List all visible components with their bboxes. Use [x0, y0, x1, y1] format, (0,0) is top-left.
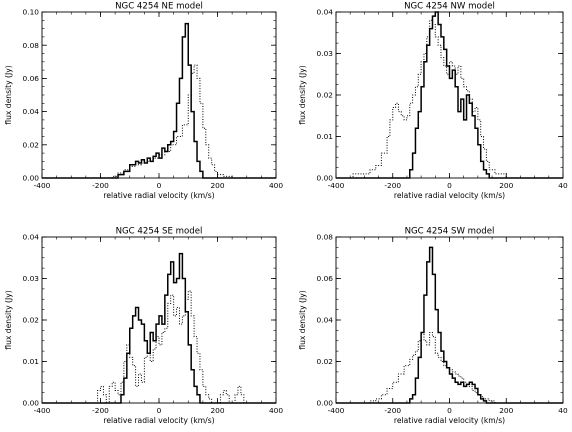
- x-tick-label: 0: [447, 406, 452, 415]
- x-tick-label: 0: [157, 181, 162, 190]
- dotted-series-line: [336, 19, 563, 179]
- x-tick-label: -200: [384, 181, 401, 190]
- chart-title: NGC 4254 NE model: [115, 2, 203, 12]
- y-tick-label: 0.08: [317, 233, 334, 242]
- y-tick-label: 0.06: [23, 74, 40, 83]
- solid-series-line: [336, 11, 563, 179]
- x-tick-label: -400: [34, 181, 51, 190]
- y-tick-label: 0.00: [317, 174, 334, 183]
- x-tick-label: 40: [558, 181, 568, 190]
- y-tick-label: 0.04: [317, 8, 334, 17]
- x-tick-label: 400: [269, 406, 283, 415]
- dotted-series-line: [42, 64, 276, 179]
- y-tick-label: 0.03: [317, 49, 334, 58]
- y-tick-label: 0.10: [23, 8, 40, 17]
- y-tick-label: 0.03: [23, 274, 40, 283]
- y-tick-label: 0.04: [317, 316, 334, 325]
- x-tick-label: -200: [384, 406, 401, 415]
- chart-panel-3: -400 -200 0 200 400 0.00 0.01 0.02 0.03 0.04 NGC 4…: [4, 227, 283, 426]
- chart-panel-2: -400 -200 0 200 40 0.00 0.01 0.02 0.03 0.04 NGC 42…: [298, 2, 568, 201]
- y-tick-label: 0.08: [23, 41, 40, 50]
- y-tick-label: 0.02: [317, 357, 333, 366]
- y-tick-label: 0.04: [23, 107, 40, 116]
- y-tick-label: 0.02: [23, 140, 39, 149]
- x-tick-label: -400: [328, 406, 345, 415]
- x-axis-label: relative radial velocity (km/s): [103, 416, 214, 425]
- x-tick-label: 200: [210, 406, 224, 415]
- plot-frame: [335, 11, 564, 179]
- y-tick-label: 0.06: [317, 274, 334, 283]
- y-axis-label: flux density (Jy): [4, 290, 13, 349]
- x-axis-label: relative radial velocity (km/s): [394, 191, 505, 200]
- x-tick-label: -400: [328, 181, 345, 190]
- solid-series-line: [42, 252, 276, 404]
- x-tick-label: 200: [499, 181, 513, 190]
- y-axis-label: flux density (Jy): [298, 290, 307, 349]
- chart-title: NGC 4254 SE model: [116, 227, 203, 237]
- x-tick-label: -400: [34, 406, 51, 415]
- chart-panel-1: -400 -200 0 200 400 0.00 0.02 0.04 0.06 0.08 0.10 N…: [4, 2, 283, 201]
- y-tick-label: 0.00: [317, 399, 334, 408]
- x-tick-label: 400: [269, 181, 283, 190]
- x-tick-label: 0: [447, 181, 452, 190]
- x-tick-label: 40: [558, 406, 568, 415]
- dotted-series-line: [336, 331, 563, 404]
- y-tick-label: 0.02: [23, 316, 39, 325]
- chart-panel-4: -400 -200 0 200 40 0.00 0.02 0.04 0.06 0.08 NGC 42…: [298, 227, 568, 426]
- y-tick-label: 0.00: [23, 174, 40, 183]
- x-tick-label: 0: [157, 406, 162, 415]
- y-axis-label: flux density (Jy): [4, 65, 13, 124]
- x-axis-label: relative radial velocity (km/s): [394, 416, 505, 425]
- chart-title: NGC 4254 NW model: [404, 2, 495, 12]
- y-tick-label: 0.04: [23, 233, 40, 242]
- x-tick-label: 200: [210, 181, 224, 190]
- y-tick-label: 0.01: [317, 132, 334, 141]
- y-axis-label: flux density (Jy): [298, 65, 307, 124]
- x-tick-label: -200: [92, 181, 109, 190]
- x-tick-label: -200: [92, 406, 109, 415]
- x-axis-label: relative radial velocity (km/s): [103, 191, 214, 200]
- dotted-series-line: [42, 290, 276, 404]
- y-tick-label: 0.02: [317, 91, 333, 100]
- solid-series-line: [336, 246, 563, 404]
- y-tick-label: 0.01: [23, 357, 40, 366]
- plot-frame: [335, 236, 564, 404]
- chart-title: NGC 4254 SW model: [405, 227, 495, 237]
- x-tick-label: 200: [499, 406, 513, 415]
- y-tick-label: 0.00: [23, 399, 40, 408]
- solid-series-line: [42, 22, 276, 179]
